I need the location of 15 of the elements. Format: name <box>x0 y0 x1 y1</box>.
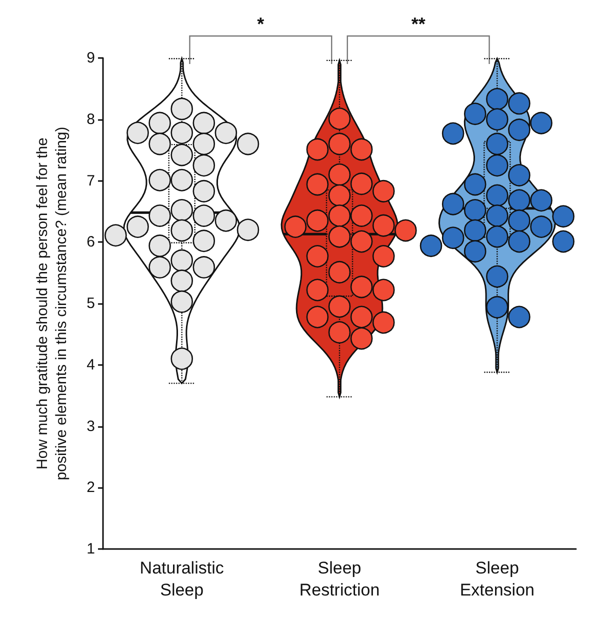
y-tick-label: 7 <box>86 172 95 190</box>
y-tick-label: 1 <box>86 540 95 558</box>
y-tick-label: 5 <box>86 295 95 312</box>
x-tick-label: Sleep Extension <box>460 558 535 600</box>
y-tick-label: 3 <box>86 418 95 435</box>
y-tick-label: 6 <box>86 234 95 251</box>
y-tick-label: 2 <box>86 479 95 496</box>
y-tick-label: 9 <box>86 50 95 66</box>
y-tick-label: 4 <box>86 356 95 374</box>
y-tick-label: 8 <box>86 110 95 128</box>
text: * <box>257 14 264 34</box>
text: ** <box>411 14 426 34</box>
x-tick-label: Sleep Restriction <box>299 558 380 600</box>
x-tick-label: Naturalistic Sleep <box>140 558 224 600</box>
y-axis-title: How much gratitude should the person feel for the positive elements in this circumstance? (mean rating) <box>34 126 70 480</box>
